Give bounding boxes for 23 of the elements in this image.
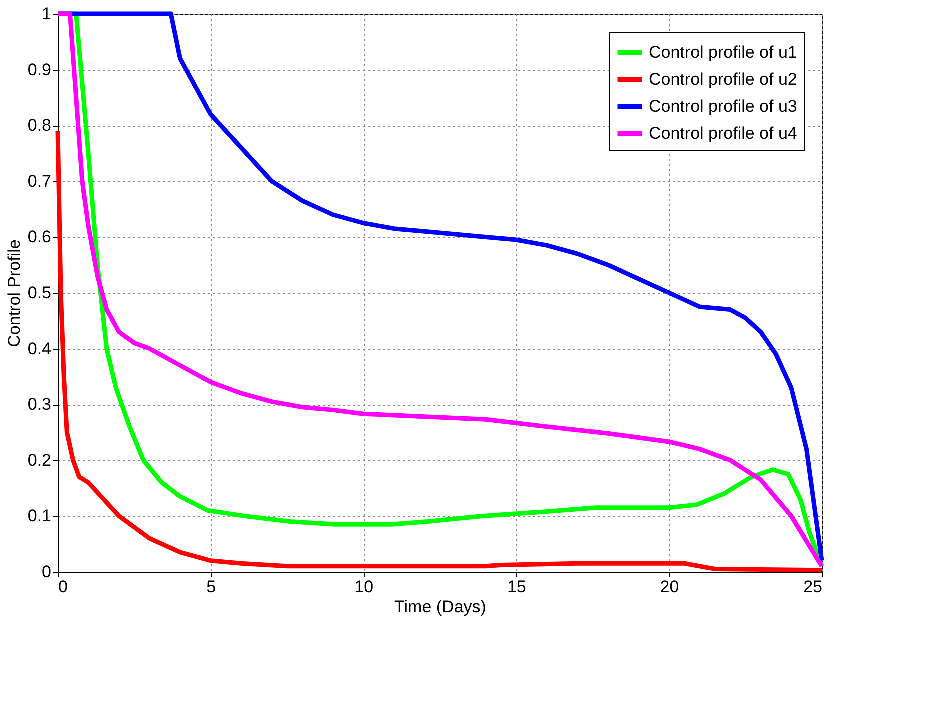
y-tick-label: 0.7 [28,172,52,191]
x-tick-label: 15 [507,578,526,596]
y-tick-label: 0.3 [28,395,52,414]
x-tick-label: 10 [354,578,374,596]
y-tick-label: 0.4 [28,339,52,358]
legend-label: Control profile of u3 [649,97,798,116]
y-tick-label: 0.9 [28,60,52,80]
x-tick-label: 0 [58,578,68,596]
x-tick-label: 5 [206,578,216,596]
y-tick-label: 0.6 [28,228,52,247]
legend-label: Control profile of u2 [649,70,798,89]
y-tick-label: 0.1 [28,506,52,526]
y-tick-label: 0 [42,562,52,582]
x-tick-label: 20 [660,578,680,596]
legend-label: Control profile of u1 [649,43,798,62]
y-tick-label: 1 [42,4,52,24]
y-axis-title: Control Profile [4,240,24,348]
x-tick-label: 25 [804,578,822,596]
y-tick-label: 0.2 [28,450,52,470]
x-axis-title: Time (Days) [394,598,486,616]
legend-label: Control profile of u4 [649,124,798,143]
y-tick-label: 0.8 [28,116,52,136]
y-tick-label: 0.5 [28,284,52,302]
